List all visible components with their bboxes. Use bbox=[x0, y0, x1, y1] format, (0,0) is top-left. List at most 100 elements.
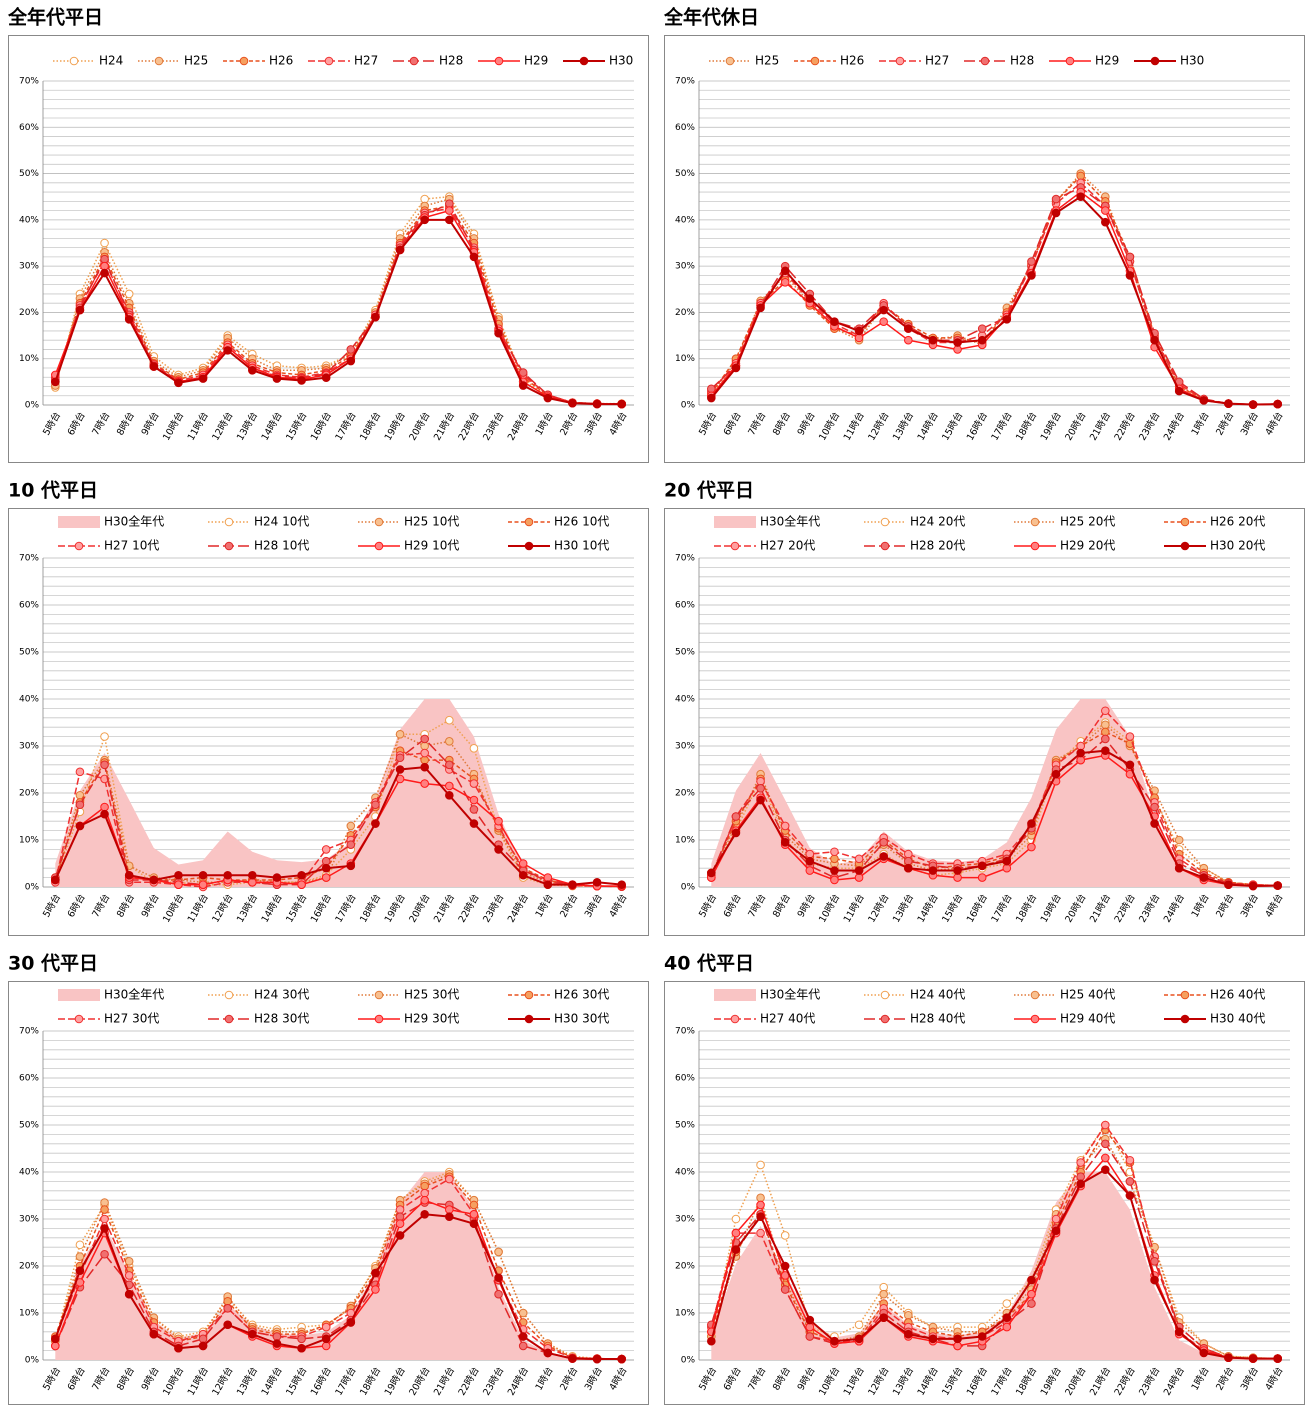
y-tick-label: 40% bbox=[19, 215, 39, 225]
legend-label: H30全年代 bbox=[760, 987, 820, 1002]
marker bbox=[469, 744, 479, 753]
y-tick-label: 50% bbox=[675, 1121, 695, 1131]
legend-marker bbox=[409, 56, 419, 66]
legend-marker bbox=[880, 990, 890, 1000]
marker bbox=[248, 1329, 257, 1339]
marker bbox=[198, 1334, 208, 1344]
marker bbox=[731, 812, 741, 821]
marker bbox=[568, 398, 577, 408]
marker bbox=[805, 849, 815, 859]
y-tick-label: 40% bbox=[675, 695, 695, 705]
legend-marker bbox=[1150, 56, 1160, 66]
marker bbox=[395, 245, 405, 255]
legend-label: H29 40代 bbox=[1060, 1012, 1115, 1026]
marker bbox=[854, 873, 864, 882]
legend-marker bbox=[374, 1014, 384, 1024]
marker bbox=[469, 795, 479, 805]
marker bbox=[51, 1341, 60, 1351]
chart-title: 全年代休日 bbox=[663, 6, 759, 29]
marker bbox=[1002, 1322, 1012, 1332]
marker bbox=[756, 1200, 765, 1210]
y-tick-label: 0% bbox=[25, 1356, 40, 1366]
series-line bbox=[54, 1175, 622, 1360]
marker bbox=[100, 732, 109, 741]
marker bbox=[879, 317, 888, 326]
chart-title: 20 代平日 bbox=[664, 480, 754, 502]
marker bbox=[494, 328, 503, 338]
marker bbox=[830, 847, 839, 857]
legend-label: H27 40代 bbox=[760, 1012, 815, 1026]
marker bbox=[198, 880, 208, 889]
marker bbox=[75, 800, 85, 810]
marker bbox=[1125, 1191, 1135, 1200]
marker bbox=[518, 870, 528, 880]
marker bbox=[805, 866, 815, 875]
marker bbox=[780, 838, 790, 847]
marker bbox=[223, 870, 232, 880]
y-tick-label: 50% bbox=[19, 169, 39, 179]
marker bbox=[1101, 727, 1110, 737]
marker bbox=[297, 870, 306, 880]
marker bbox=[321, 1322, 331, 1332]
marker bbox=[756, 1193, 765, 1203]
marker bbox=[494, 845, 503, 854]
marker bbox=[124, 315, 134, 324]
marker bbox=[1101, 1153, 1110, 1163]
marker bbox=[100, 1224, 109, 1233]
marker bbox=[1027, 819, 1036, 828]
marker bbox=[445, 715, 454, 725]
y-tick-label: 70% bbox=[675, 1027, 695, 1037]
marker bbox=[272, 873, 282, 882]
marker bbox=[756, 303, 765, 313]
marker bbox=[928, 1334, 938, 1344]
marker bbox=[149, 1329, 159, 1339]
marker bbox=[1150, 819, 1159, 828]
marker bbox=[953, 1341, 962, 1351]
marker bbox=[124, 1257, 134, 1266]
legend-marker bbox=[810, 56, 820, 66]
marker bbox=[469, 779, 479, 788]
marker bbox=[51, 1334, 60, 1344]
legend-label: H29 30代 bbox=[404, 1012, 459, 1026]
series-line bbox=[710, 1168, 1278, 1360]
marker bbox=[321, 373, 331, 382]
marker bbox=[75, 1240, 85, 1250]
legend-marker bbox=[895, 56, 905, 66]
marker bbox=[879, 1282, 888, 1292]
marker bbox=[731, 1228, 741, 1238]
marker bbox=[469, 1210, 479, 1219]
legend-label: H24 40代 bbox=[910, 988, 965, 1002]
marker bbox=[1125, 760, 1135, 770]
marker bbox=[543, 1348, 553, 1358]
marker bbox=[1101, 206, 1110, 215]
legend-marker bbox=[224, 990, 234, 1000]
marker bbox=[420, 215, 429, 225]
marker bbox=[100, 1249, 109, 1259]
y-tick-label: 50% bbox=[19, 1121, 39, 1131]
marker bbox=[297, 880, 306, 889]
marker bbox=[1027, 271, 1036, 280]
series-line bbox=[54, 1173, 622, 1360]
legend-label: H30 20代 bbox=[1210, 539, 1265, 553]
legend-label: H29 20代 bbox=[1060, 539, 1115, 553]
marker bbox=[445, 1174, 454, 1184]
y-tick-label: 40% bbox=[19, 695, 39, 705]
marker bbox=[420, 734, 429, 744]
marker bbox=[543, 393, 553, 403]
marker bbox=[272, 1332, 282, 1341]
marker bbox=[420, 755, 429, 765]
marker bbox=[1076, 755, 1085, 765]
y-tick-label: 30% bbox=[675, 742, 695, 752]
legend-marker bbox=[1030, 1014, 1040, 1024]
marker bbox=[223, 1296, 232, 1306]
marker bbox=[346, 345, 356, 354]
marker bbox=[1248, 400, 1258, 409]
legend-label: H25 bbox=[755, 54, 779, 68]
marker bbox=[1002, 1313, 1012, 1322]
marker bbox=[420, 1188, 429, 1198]
y-tick-label: 30% bbox=[19, 262, 39, 272]
marker bbox=[420, 779, 429, 788]
marker bbox=[100, 809, 109, 819]
marker bbox=[297, 1343, 306, 1353]
